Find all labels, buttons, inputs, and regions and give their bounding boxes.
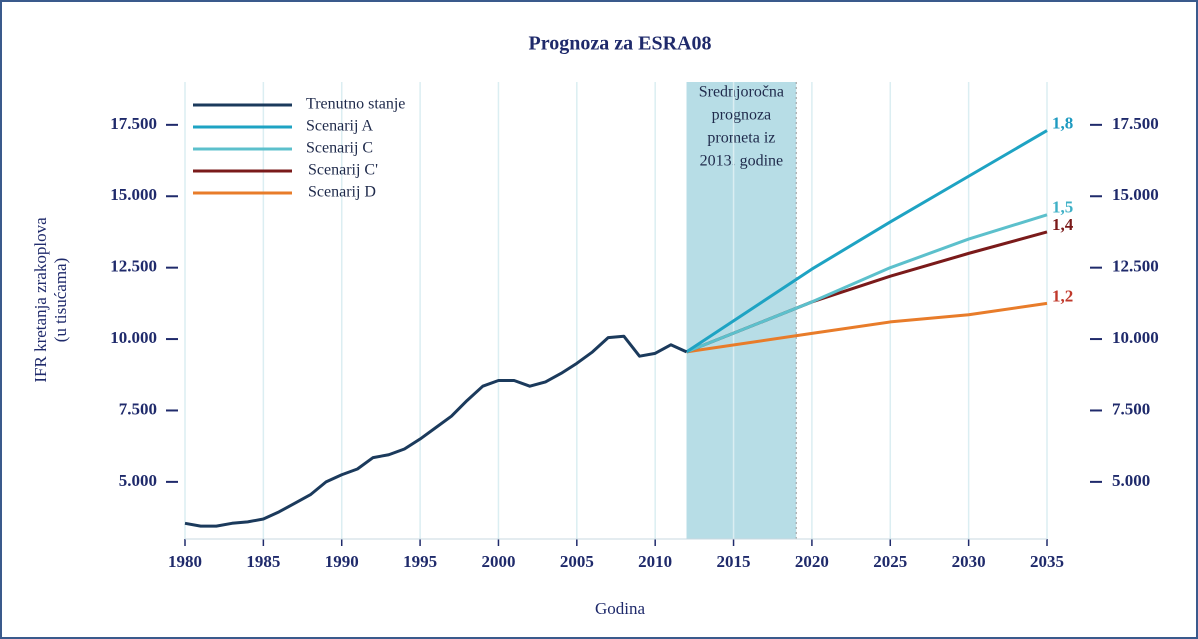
x-tick-label: 2010 xyxy=(638,552,672,571)
x-tick-label: 1985 xyxy=(246,552,280,571)
chart-title: Prognoza za ESRA08 xyxy=(529,33,712,55)
series-line xyxy=(685,129,1048,354)
y-tick-label: 12.500 xyxy=(110,257,157,276)
y2-tick-label: 10.000 xyxy=(1112,328,1159,347)
x-tick-label: 2005 xyxy=(560,552,594,571)
y2-tick-label: 15.000 xyxy=(1112,185,1159,204)
end-label: 1,4 xyxy=(1052,215,1074,234)
x-tick-label: 2030 xyxy=(952,552,986,571)
x-tick-label: 1995 xyxy=(403,552,437,571)
x-tick-label: 2020 xyxy=(795,552,829,571)
legend-label: Scenarij D xyxy=(308,184,376,201)
region-label: prometa iz xyxy=(707,130,775,147)
y-tick-label: 5.000 xyxy=(119,471,157,490)
y-tick-label: 15.000 xyxy=(110,185,157,204)
region-label: Srednjoročna xyxy=(699,84,784,101)
end-label: 1,8 xyxy=(1052,113,1073,132)
end-label: 1,5 xyxy=(1052,198,1073,217)
y2-tick-label: 7.500 xyxy=(1112,399,1150,418)
x-axis-label: Godina xyxy=(595,599,646,618)
x-tick-label: 2035 xyxy=(1030,552,1064,571)
y-axis-label: (u tisućama) xyxy=(51,258,70,343)
region-label: prognoza xyxy=(712,107,772,124)
series-line xyxy=(686,301,1048,354)
y2-tick-label: 5.000 xyxy=(1112,471,1150,490)
y-tick-label: 10.000 xyxy=(110,328,157,347)
x-tick-label: 2015 xyxy=(717,552,751,571)
x-tick-label: 1990 xyxy=(325,552,359,571)
forecast-region xyxy=(686,82,797,539)
legend-label: Scenarij A xyxy=(306,118,374,135)
series-line xyxy=(685,213,1048,354)
x-tick-label: 2000 xyxy=(481,552,515,571)
series-line xyxy=(184,334,688,528)
legend-label: Scenarij C xyxy=(306,140,373,157)
y2-tick-label: 17.500 xyxy=(1112,114,1159,133)
legend-label: Scenarij C' xyxy=(308,162,378,179)
y2-tick-label: 12.500 xyxy=(1112,257,1159,276)
x-tick-label: 2025 xyxy=(873,552,907,571)
y-axis-label: IFR kretanja zrakoplova xyxy=(31,217,50,383)
y-tick-label: 7.500 xyxy=(119,399,157,418)
x-tick-label: 1980 xyxy=(168,552,202,571)
legend-label: Trenutno stanje xyxy=(306,96,405,113)
region-label: 2013. godine xyxy=(700,153,784,170)
end-label: 1,2 xyxy=(1052,286,1073,305)
y-tick-label: 17.500 xyxy=(110,114,157,133)
